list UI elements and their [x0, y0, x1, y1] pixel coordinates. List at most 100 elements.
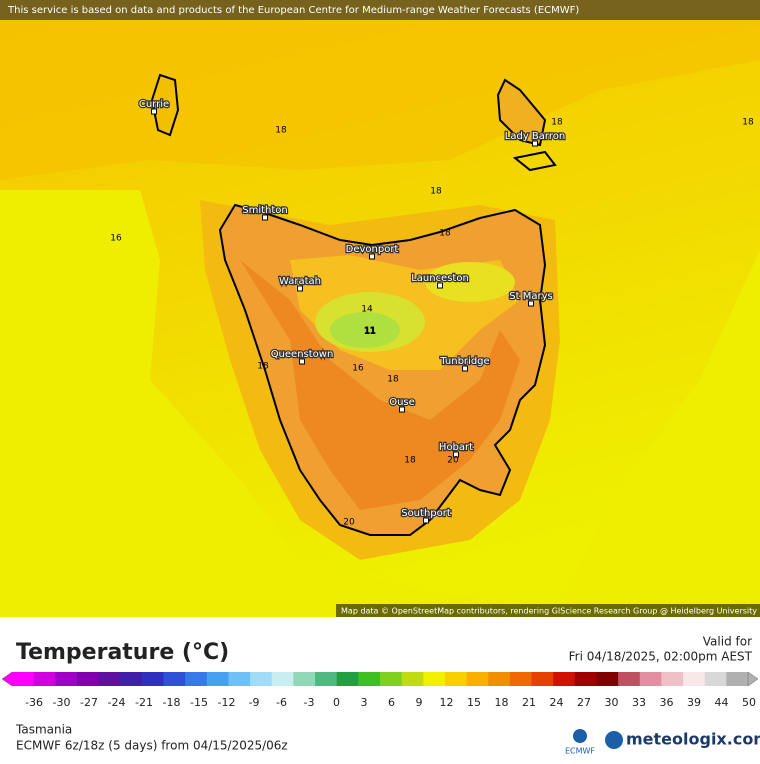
place-marker — [297, 285, 303, 292]
colorbar-swatch — [639, 672, 662, 686]
contour-label: 20 — [343, 518, 355, 528]
colorbar-swatch — [141, 672, 165, 686]
colorbar-tick-label: -15 — [190, 696, 208, 709]
colorbar-swatch — [55, 672, 78, 686]
colorbar-swatch — [380, 672, 403, 686]
colorbar-swatch — [33, 672, 56, 686]
place-marker — [528, 300, 534, 307]
contour-label: 16 — [110, 234, 122, 244]
place-label: Launceston — [411, 273, 469, 284]
colorbar-tick-label: -12 — [218, 696, 236, 709]
colorbar-tick-label: 44 — [715, 696, 729, 709]
colorbar-swatch — [444, 672, 468, 686]
colorbar-tick-label: -36 — [25, 696, 43, 709]
colorbar-swatch — [596, 672, 619, 686]
colorbar-swatch — [293, 672, 316, 686]
place-marker — [299, 358, 305, 365]
colorbar-swatch — [250, 672, 273, 686]
colorbar-tick-label: 36 — [660, 696, 674, 709]
colorbar-swatch — [358, 672, 381, 686]
colorbar-swatch — [531, 672, 554, 686]
colorbar-tick-label: -27 — [80, 696, 98, 709]
model-run: ECMWF 6z/18z (5 days) from 04/15/2025/06… — [16, 739, 288, 753]
colorbar-tick-label: 50 — [742, 696, 756, 709]
colorbar-tick-label: -6 — [276, 696, 287, 709]
colorbar-tick-label: -21 — [135, 696, 153, 709]
legend: Temperature (°C) Valid for Fri 04/18/202… — [1, 635, 759, 709]
colorbar-swatch — [12, 672, 35, 686]
map: This service is based on data and produc… — [0, 0, 760, 617]
colorbar-tick-label: 39 — [687, 696, 701, 709]
place-marker — [453, 451, 459, 458]
colorbar-swatch — [163, 672, 186, 686]
contour-label: 20 — [447, 456, 459, 466]
colorbar-tick-label: 6 — [388, 696, 395, 709]
colorbar-tick-label: 33 — [632, 696, 646, 709]
place-marker — [262, 214, 268, 221]
colorbar-swatch — [618, 672, 641, 686]
colorbar-tick-label: 0 — [333, 696, 340, 709]
colorbar-tick-label: -3 — [304, 696, 315, 709]
place-label: Smithton — [242, 205, 288, 216]
contour-label: 18 — [387, 375, 399, 385]
contour-label: 18 — [404, 456, 416, 466]
colorbar-tick-label: 27 — [577, 696, 591, 709]
colorbar-swatch — [401, 672, 424, 686]
colorbar-swatch — [98, 672, 121, 686]
place-label: Currie — [139, 99, 169, 110]
colorbar-swatch — [509, 672, 533, 686]
place-label: Ouse — [389, 397, 415, 408]
legend-title: Temperature (°C) — [16, 640, 229, 665]
colorbar-swatch — [423, 672, 446, 686]
colorbar-swatch — [466, 672, 489, 686]
colorbar-tick-label: 21 — [522, 696, 536, 709]
valid-time: Fri 04/18/2025, 02:00pm AEST — [569, 650, 753, 664]
colorbar-tick-label: 15 — [467, 696, 481, 709]
valid-label: Valid for — [703, 635, 752, 649]
region: Tasmania — [15, 723, 72, 737]
brand: meteologix.com — [626, 730, 760, 749]
colorbar-tick-label: 30 — [605, 696, 619, 709]
contour-label: 18 — [275, 126, 287, 136]
colorbar-swatch — [76, 672, 100, 686]
colorbar-swatch — [726, 672, 749, 686]
colorbar-tick-label: 9 — [416, 696, 423, 709]
colorbar-tick-label: 18 — [495, 696, 509, 709]
contour-label: 18 — [551, 118, 563, 128]
place-marker — [532, 140, 538, 147]
contour-label: 16 — [352, 364, 364, 374]
colorbar-end — [747, 671, 759, 687]
place-label: Hobart — [439, 442, 473, 453]
place-label: Southport — [401, 508, 451, 519]
place-label: Waratah — [279, 276, 321, 287]
footer: Tasmania ECMWF 6z/18z (5 days) from 04/1… — [15, 723, 760, 756]
place-marker — [462, 365, 468, 372]
colorbar-swatch — [271, 672, 294, 686]
contour-label: 18 — [439, 229, 451, 239]
colorbar-swatch — [704, 672, 727, 686]
place-label: Tunbridge — [439, 356, 489, 367]
place-label: Queenstown — [271, 349, 334, 360]
colorbar-swatch — [683, 672, 706, 686]
colorbar-tick-label: -30 — [53, 696, 71, 709]
attribution: Map data © OpenStreetMap contributors, r… — [341, 607, 757, 616]
colorbar-tick-label: 12 — [440, 696, 454, 709]
colorbar-swatch — [185, 672, 208, 686]
place-label: Lady Barron — [505, 131, 565, 142]
colorbar-swatch — [661, 672, 684, 686]
colorbar-tick-label: -18 — [163, 696, 181, 709]
colorbar-swatch — [574, 672, 597, 686]
colorbar-tick-label: -9 — [249, 696, 260, 709]
colorbar-end — [1, 671, 13, 687]
colorbar-tick-label: 3 — [361, 696, 368, 709]
place-marker — [437, 282, 443, 289]
colorbar-swatch — [336, 672, 359, 686]
contour-label: 18 — [430, 187, 442, 197]
banner: This service is based on data and produc… — [7, 5, 579, 16]
colorbar-swatch — [488, 672, 511, 686]
contour-label: 14 — [361, 305, 373, 315]
colorbar-swatch — [206, 672, 229, 686]
colorbar-swatch — [120, 672, 143, 686]
